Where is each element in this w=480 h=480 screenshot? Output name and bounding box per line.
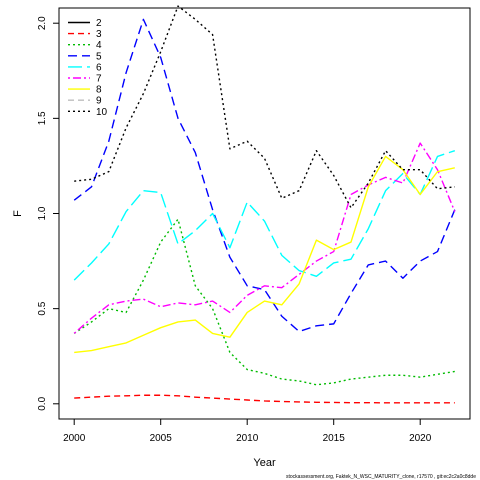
x-tick-label: 2005 xyxy=(150,433,173,444)
x-tick-label: 2015 xyxy=(323,433,346,444)
x-tick-label: 2020 xyxy=(409,433,432,444)
series-line-5 xyxy=(73,18,456,333)
footer-credit: stockassessment.org, Faktek_N_WSC_MATURI… xyxy=(286,474,476,480)
y-tick-label: 1.0 xyxy=(37,206,48,220)
legend-label-3: 3 xyxy=(96,29,102,40)
legend-label-10: 10 xyxy=(96,107,108,118)
y-axis-title: F xyxy=(12,210,24,217)
y-axis: 0.0 0.5 1.0 1.5 2.0 xyxy=(37,16,60,411)
y-tick-label: 1.5 xyxy=(37,111,48,125)
x-axis-title: Year xyxy=(253,457,276,469)
legend-label-2: 2 xyxy=(96,18,102,29)
legend-label-9: 9 xyxy=(96,96,102,107)
legend-label-4: 4 xyxy=(96,40,102,51)
series-line-3 xyxy=(74,394,455,404)
legend-label-6: 6 xyxy=(96,62,102,73)
y-tick-label: 0.0 xyxy=(37,396,48,410)
x-axis: 2000 2005 2010 2015 2020 xyxy=(63,418,432,444)
series-line-7 xyxy=(73,142,456,334)
x-tick-label: 2000 xyxy=(63,433,86,444)
series-line-6 xyxy=(73,150,456,281)
legend-label-8: 8 xyxy=(96,85,102,96)
series-line-8 xyxy=(74,155,455,354)
legend-label-5: 5 xyxy=(96,51,102,62)
y-tick-label: 0.5 xyxy=(37,301,48,315)
series-layer xyxy=(73,5,456,404)
y-tick-label: 2.0 xyxy=(37,16,48,30)
legend-label-7: 7 xyxy=(96,74,102,85)
x-tick-label: 2010 xyxy=(236,433,259,444)
